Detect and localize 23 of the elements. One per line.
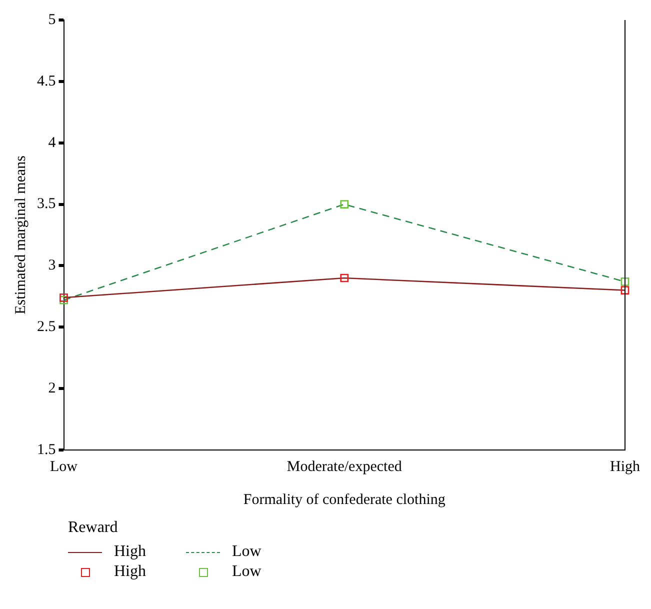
y-tick-label: 2 [48,380,56,397]
x-tick-label: High [610,458,640,475]
point [620,278,630,286]
legend-label: High [114,543,146,561]
point [60,293,68,302]
x-axis-title: Formality of confederate clothing [243,492,446,508]
point [340,200,349,208]
y-tick-label: 4.5 [37,73,56,90]
y-tick-label: 3 [48,258,56,274]
y-axis-title: Estimated marginal means [12,155,29,314]
y-tick-label: 4 [48,134,56,151]
x-tick-label: Moderate/expected [286,458,402,475]
y-tick-label: 1.5 [37,442,56,458]
legend-label: Low [232,543,262,561]
text: Low [232,563,262,580]
y-tick-label: 2.5 [37,319,56,336]
point [340,274,349,282]
y-tick-label: 5 [48,12,56,28]
legend-title: Reward [68,519,119,537]
y-tick-label: 3.5 [37,196,56,212]
point [620,286,630,294]
text: High [114,563,146,580]
x-tick-label: Low [50,458,78,475]
